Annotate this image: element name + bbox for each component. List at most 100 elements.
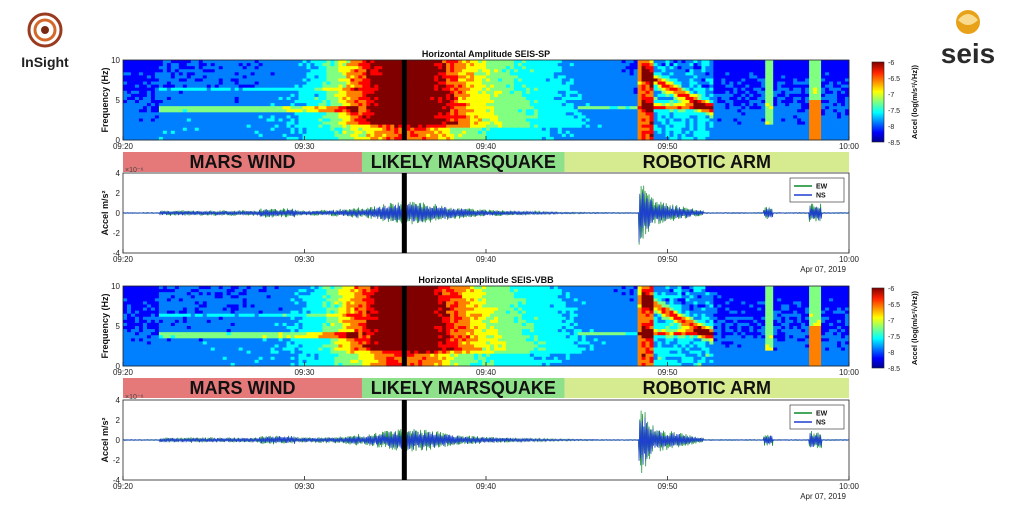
sp-spectrogram-cell — [266, 78, 271, 82]
sp-spectrogram-cell — [845, 72, 850, 76]
sp-spectrogram-cell — [278, 72, 283, 76]
sp-spectrogram-cell — [757, 115, 762, 119]
sp-spectrogram-cell — [454, 127, 459, 132]
sp-spectrogram-cell — [501, 90, 507, 95]
sp-spectrogram-cell — [306, 60, 311, 64]
sp-spectrogram-cell — [569, 84, 575, 89]
sp-spectrogram-cell — [845, 109, 850, 113]
sp-spectrogram-cell — [438, 81, 443, 86]
sp-spectrogram-cell — [521, 66, 527, 70]
sp-spectrogram-cell — [537, 124, 543, 129]
sp-spectrogram-cell — [741, 109, 746, 113]
sp-spectrogram-cell — [462, 78, 467, 82]
sp-spectrogram-cell — [414, 63, 419, 67]
sp-spectrogram-cell — [841, 93, 846, 98]
sp-spectrogram-cell — [581, 124, 587, 129]
sp-spectrogram-cell — [753, 90, 758, 95]
sp-spectrogram-cell — [793, 124, 798, 129]
sp-spectrogram-cell — [809, 66, 814, 70]
sp-spectrogram-cell — [813, 96, 818, 101]
sp-spectrogram-cell — [753, 124, 758, 129]
sp-spectrogram-cell — [513, 90, 519, 95]
sp-spectrogram-cell — [138, 106, 144, 110]
sp-spectrogram-cell — [294, 115, 299, 119]
sp-spectrogram-cell — [509, 96, 515, 101]
sp-spectrogram-cell — [298, 136, 303, 141]
sp-spectrogram-cell — [190, 133, 196, 138]
sp-spectrogram-cell — [665, 130, 670, 135]
sp-spectrogram-cell — [266, 127, 271, 132]
sp-spectrogram-cell — [721, 121, 726, 126]
sp-spectrogram-cell — [346, 124, 351, 129]
sp-spectrogram-cell — [533, 112, 539, 116]
sp-spectrogram-cell — [785, 87, 790, 92]
sp-spectrogram-cell — [126, 60, 132, 64]
sp-spectrogram-cell — [310, 93, 315, 98]
sp-spectrogram-cell — [741, 84, 746, 89]
sp-spectrogram-cell — [545, 112, 551, 116]
sp-spectrogram-cell — [605, 93, 611, 98]
sp-spectrogram-cell — [190, 109, 196, 113]
sp-spectrogram-cell — [274, 106, 279, 110]
sp-spectrogram-cell — [126, 78, 132, 82]
sp-spectrogram-cell — [158, 115, 164, 119]
sp-spectrogram-cell — [426, 109, 431, 113]
sp-spectrogram-cell — [561, 90, 567, 95]
sp-spectrogram-cell — [785, 78, 790, 82]
sp-spectrogram-cell — [813, 115, 818, 119]
sp-wave-ytick-label: 2 — [116, 189, 121, 198]
sp-spectrogram-cell — [314, 124, 319, 129]
sp-spectrogram-cell — [150, 127, 156, 132]
sp-spectrogram-cell — [126, 136, 132, 141]
sp-spectrogram-cell — [677, 121, 682, 126]
sp-spectrogram-cell — [214, 100, 220, 104]
sp-spectrogram-cell — [497, 90, 503, 95]
sp-spectrogram-cell — [713, 60, 718, 64]
sp-spectrogram-cell — [717, 115, 722, 119]
sp-spectrogram-cell — [414, 109, 419, 113]
sp-spectrogram-cell — [254, 130, 260, 135]
sp-spectrogram-cell — [545, 72, 551, 76]
sp-spectrogram-cell — [793, 60, 798, 64]
vbb-spectrogram-cell — [138, 362, 144, 367]
sp-spectrogram-cell — [625, 100, 631, 104]
sp-spectrogram-cell — [497, 66, 503, 70]
sp-spectrogram-cell — [609, 75, 615, 79]
sp-spectrogram-cell — [553, 90, 559, 95]
sp-spectrogram-cell — [254, 72, 260, 76]
sp-spectrogram-cell — [601, 90, 607, 95]
sp-spectrogram-cell — [649, 136, 654, 141]
sp-spectrogram-cell — [549, 72, 555, 76]
sp-spectrogram-cell — [561, 75, 567, 79]
sp-spectrogram-cell — [430, 69, 435, 73]
sp-spectrogram-cell — [501, 69, 507, 73]
sp-spectrogram-cell — [422, 90, 427, 95]
sp-spectrogram-cell — [330, 100, 335, 104]
sp-spectrogram-cell — [605, 96, 611, 101]
sp-spectrogram-cell — [709, 115, 714, 119]
sp-spectrogram-cell — [777, 87, 782, 92]
vbb-spectrogram-cell — [123, 326, 128, 330]
sp-spectrogram-cell — [785, 115, 790, 119]
sp-spectrogram-cell — [394, 109, 399, 113]
sp-spectrogram-cell — [565, 78, 571, 82]
sp-spectrogram-cell — [458, 84, 463, 89]
sp-spectrogram-cell — [422, 112, 427, 116]
sp-spectrogram-cell — [242, 112, 248, 116]
sp-spectrogram-cell — [777, 121, 782, 126]
sp-spectrogram-cell — [474, 78, 479, 82]
sp-spectrogram-cell — [374, 100, 379, 104]
sp-spectrogram-cell — [521, 103, 527, 107]
sp-spectrogram-cell — [358, 90, 363, 95]
sp-spectrogram-cell — [753, 121, 758, 126]
sp-spectrogram-cell — [294, 75, 299, 79]
sp-spectrogram-cell — [685, 136, 690, 141]
sp-spectrogram-cell — [837, 130, 842, 135]
sp-spectrogram-cell — [501, 81, 507, 86]
sp-spectrogram-cell — [422, 118, 427, 122]
sp-spectrogram-cell — [753, 63, 758, 67]
sp-spectrogram-cell — [238, 66, 244, 70]
sp-spectrogram-cell — [737, 66, 742, 70]
sp-spectrogram-cell — [753, 84, 758, 89]
sp-spectrogram-cell — [661, 60, 666, 64]
